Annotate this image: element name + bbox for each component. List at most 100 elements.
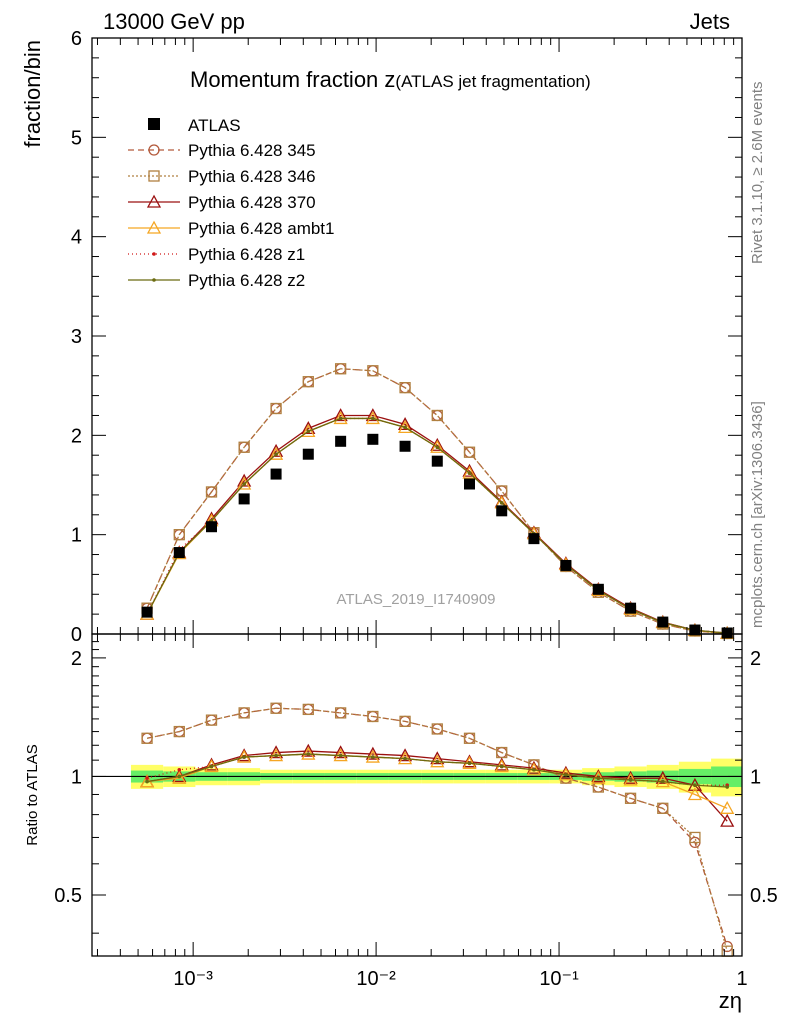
ratio-series-point-2 [333, 745, 348, 759]
series-point-1 [463, 446, 476, 458]
legend-marker-2 [146, 194, 162, 208]
data-point [431, 455, 443, 467]
ratio-series-point-2 [526, 760, 542, 774]
ratio-series-point-1 [657, 802, 669, 814]
ratio-series-point-5 [564, 772, 568, 777]
ratio-series-point-5 [338, 753, 343, 758]
ratio-series-point-4 [145, 776, 149, 780]
ratio-series-point-0 [205, 714, 218, 726]
data-point [238, 493, 250, 505]
legend-marker-4 [152, 252, 156, 256]
ratio-series-line-1 [146, 707, 728, 952]
ratio-series-point-1 [367, 710, 379, 723]
analysis-watermark: ATLAS_2019_I1740909 [336, 591, 495, 608]
ratio-frame [91, 633, 743, 957]
ratio-series-point-5 [596, 776, 601, 780]
ratio-series-point-2 [558, 765, 573, 779]
series-point-3 [430, 439, 445, 453]
data-point [302, 448, 314, 460]
data-point [464, 478, 476, 490]
ratio-series-point-5 [145, 779, 149, 784]
y-tick-label: 3 [71, 326, 82, 348]
ratio-series-point-5 [499, 764, 504, 769]
ratio-series-point-1 [463, 732, 476, 744]
chart-title-main: Momentum fraction z [190, 67, 395, 92]
legend-marker-5 [152, 278, 156, 282]
data-point [496, 505, 508, 517]
ratio-series-point-5 [306, 752, 311, 756]
data-point [270, 468, 282, 480]
series-point-5 [242, 482, 246, 486]
x-tick-label: 1 [736, 968, 747, 990]
y-axis-label: fraction/bin [20, 40, 45, 148]
series-point-3 [237, 476, 252, 490]
legend-label-5: Pythia 6.428 z2 [188, 271, 305, 290]
ratio-series-point-5 [435, 759, 440, 764]
legend-label-4: Pythia 6.428 z1 [188, 245, 305, 264]
data-point [560, 559, 572, 571]
y-tick-label: 6 [71, 28, 82, 50]
ratio-series-point-1 [431, 723, 443, 735]
ratio-series-point-5 [209, 764, 214, 769]
series-point-1 [173, 529, 185, 541]
legend-label-0: Pythia 6.428 345 [188, 141, 316, 160]
series-point-2 [301, 421, 316, 435]
series-point-2 [397, 417, 413, 431]
data-point [657, 616, 669, 628]
ratio-series-point-2 [623, 770, 638, 784]
ratio-y-tick-label: 0.5 [54, 885, 82, 907]
ratio-series-point-5 [371, 755, 375, 759]
y-tick-label: 2 [71, 425, 82, 447]
ratio-series-point-5 [725, 785, 729, 789]
ratio-series-point-3 [172, 770, 187, 784]
ratio-y-axis-label: Ratio to ATLAS [24, 744, 41, 845]
x-tick-label: 10⁻¹ [539, 968, 579, 990]
series-point-2 [333, 408, 348, 422]
ratio-series-point-2 [365, 746, 380, 760]
header-energy: 13000 GeV pp [103, 9, 245, 34]
ratio-series-point-5 [242, 755, 246, 759]
ratio-series-point-1 [334, 707, 347, 719]
y-tick-label: 0 [71, 624, 82, 646]
rivet-label: Rivet 3.1.10, ≥ 2.6M events [749, 82, 766, 265]
ratio-series-point-1 [205, 714, 218, 726]
series-point-1 [302, 376, 314, 388]
ratio-series-point-5 [403, 756, 407, 761]
ratio-series-point-5 [177, 774, 182, 779]
x-tick-label: 10⁻² [356, 968, 396, 990]
series-point-5 [371, 416, 375, 421]
chart-title: Momentum fraction z(ATLAS jet fragmentat… [190, 67, 591, 92]
series-point-5 [467, 471, 472, 475]
legend-label-3: Pythia 6.428 ambt1 [188, 219, 334, 238]
series-point-1 [367, 365, 379, 377]
ratio-y-tick-label-right: 1 [750, 766, 761, 788]
ratio-y-tick-label-right: 0.5 [750, 885, 778, 907]
y-tick-label: 5 [71, 127, 82, 149]
ratio-series-point-2 [397, 748, 413, 762]
ratio-series-point-5 [628, 778, 633, 782]
series-point-1 [205, 486, 218, 498]
ratio-series-point-1 [624, 792, 637, 804]
series-point-5 [274, 452, 278, 457]
data-point [528, 533, 540, 545]
data-point [141, 606, 153, 618]
legend-label-1: Pythia 6.428 346 [188, 167, 316, 186]
series-point-1 [270, 402, 282, 415]
chart-title-sub: (ATLAS jet fragmentation) [395, 72, 590, 91]
ratio-series-point-5 [467, 761, 472, 766]
series-point-1 [399, 382, 411, 394]
ratio-series-point-2 [720, 813, 735, 827]
legend-marker-3 [146, 220, 162, 234]
series-point-5 [338, 416, 343, 421]
legend-marker-atlas [148, 118, 160, 130]
x-axis-label: zη [719, 988, 742, 1013]
ratio-series-point-3 [687, 787, 703, 801]
ratio-series-point-2 [204, 757, 219, 771]
ratio-series-point-5 [274, 753, 278, 758]
ratio-series-point-2 [237, 748, 252, 762]
ratio-series-point-2 [268, 745, 284, 759]
data-point [592, 583, 604, 595]
data-point [335, 435, 347, 447]
ratio-series-point-5 [532, 767, 536, 772]
data-point [625, 602, 637, 614]
